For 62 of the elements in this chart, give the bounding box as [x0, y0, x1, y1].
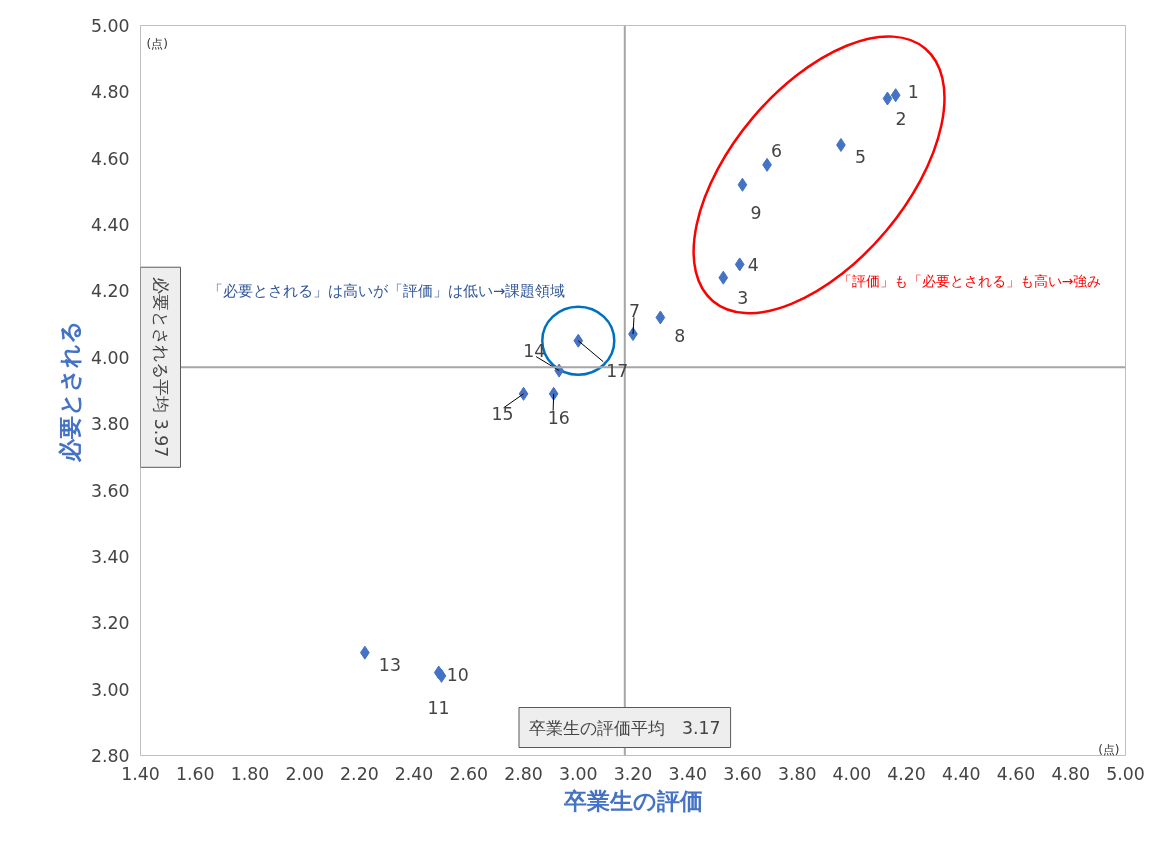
x-tick-label: 2.00	[285, 763, 324, 784]
series-label: 1	[907, 81, 919, 102]
point	[882, 91, 893, 106]
series-label: 4	[747, 254, 759, 275]
series-label: 3	[737, 288, 749, 309]
series-label: 6	[771, 141, 783, 162]
x-tick-label: 1.60	[175, 763, 215, 784]
x-tick-label: 3.20	[613, 763, 653, 784]
point	[718, 270, 729, 285]
ref-line-label: 卒業生の評価平均 3.17	[529, 717, 721, 738]
series-label: 2	[895, 109, 907, 129]
x-tick-label: 4.00	[832, 763, 872, 784]
point	[734, 257, 745, 272]
x-tick-label: 2.60	[449, 763, 489, 784]
x-tick-label: 4.80	[1051, 763, 1091, 784]
y-tick-label: 3.40	[90, 546, 130, 567]
point	[655, 310, 666, 325]
x-tick-label: 2.40	[394, 763, 434, 784]
series-label: 16	[547, 408, 570, 429]
series-label: 7	[629, 300, 641, 321]
annotation: 「必要とされる」は高いが「評価」は低い→課題領域	[208, 282, 566, 300]
y-tick-label: 4.80	[90, 82, 130, 103]
x-tick-label: 3.00	[558, 763, 598, 784]
point	[737, 177, 748, 192]
x-tick-label: 3.60	[723, 763, 762, 784]
x-tick-label: 4.20	[887, 763, 926, 784]
x-tick-label: 3.80	[777, 763, 817, 784]
x-tick-label: 4.60	[996, 763, 1036, 784]
annotation: (点)	[1098, 742, 1120, 757]
point	[518, 386, 529, 401]
y-tick-label: 3.20	[90, 613, 130, 634]
annotation: (点)	[146, 36, 168, 51]
series-label: 13	[378, 655, 401, 676]
point	[548, 386, 559, 401]
x-tick-label: 1.80	[230, 763, 270, 784]
x-axis-title: 卒業生の評価	[562, 787, 703, 814]
series-label: 17	[606, 361, 629, 382]
y-tick-label: 4.60	[90, 148, 130, 169]
ref-line-label: 必要とされる平均 3.97	[150, 277, 171, 458]
x-tick-label: 2.80	[504, 763, 543, 784]
series-label: 5	[854, 147, 866, 168]
y-tick-label: 4.20	[90, 281, 130, 302]
x-tick-label: 1.40	[121, 763, 160, 784]
y-axis-title: 必要とされる	[56, 319, 83, 463]
y-tick-label: 3.60	[90, 480, 130, 501]
series-label: 8	[674, 326, 686, 346]
x-tick-label: 3.40	[668, 763, 708, 784]
series-label: 15	[491, 404, 514, 425]
y-tick-label: 4.40	[90, 215, 130, 236]
point	[890, 88, 901, 103]
annotation: 「評価」も「必要とされる」も高い→強み	[837, 273, 1102, 289]
series-label: 11	[427, 698, 450, 719]
x-tick-label: 4.40	[942, 763, 981, 784]
y-tick-label: 5.00	[90, 16, 130, 36]
y-tick-label: 3.80	[90, 414, 130, 435]
y-tick-label: 3.00	[90, 679, 130, 700]
x-tick-label: 5.00	[1106, 763, 1145, 784]
x-tick-label: 2.20	[340, 763, 379, 784]
y-tick-label: 4.00	[90, 347, 130, 368]
y-tick-label: 2.80	[90, 746, 130, 766]
series-label: 10	[446, 665, 469, 686]
series-label: 9	[750, 203, 762, 224]
